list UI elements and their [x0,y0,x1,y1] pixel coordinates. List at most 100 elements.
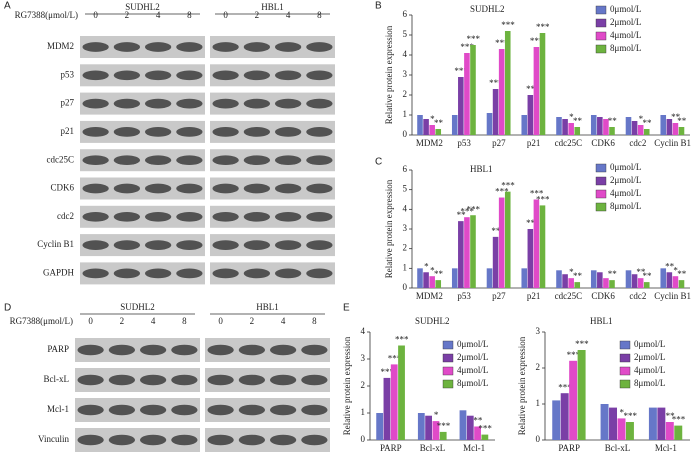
blot-band [243,211,270,222]
blot-band [243,268,270,279]
blot-background [210,205,335,228]
bar [474,426,481,440]
blot-band [207,344,234,356]
significance-label: * [619,407,624,417]
blot-band [306,183,333,194]
blot-background [80,92,205,115]
significance-label: ** [677,269,687,279]
bar [451,115,458,135]
y-tick-label: 2 [403,243,408,253]
y-tick-label: 0 [536,434,541,444]
blot-background [210,149,335,172]
blot-band [145,211,172,222]
panel-letter: A [4,1,11,12]
blot-band [82,155,109,166]
legend-swatch [595,189,607,199]
blot-band [306,268,333,279]
blot-band [108,434,135,446]
blot-band [243,127,270,137]
blot-band [108,374,135,386]
bar [423,272,429,288]
bar [597,272,603,288]
blot-band [82,211,109,222]
blot-band [145,70,172,81]
blot-band [77,404,104,416]
dose-label: 4 [281,316,286,326]
x-tick-label: CDK6 [591,138,615,148]
x-tick-label: p21 [527,291,541,301]
blot-band [306,240,333,250]
legend-swatch [595,176,607,186]
significance-label: ** [573,116,583,126]
blot-band [301,434,328,446]
bar [486,268,493,288]
significance-label: *** [460,206,474,216]
dose-label: 8 [312,316,317,326]
blot-band [140,374,167,386]
chart-title: SUDHL2 [415,316,450,326]
blot-band [212,98,239,109]
bar [376,413,384,440]
blot-band [82,268,109,279]
y-tick-label: 3 [403,69,408,79]
blot-background [210,92,335,115]
cell-line-label: HBL1 [256,302,279,312]
significance-label: ** [434,118,444,128]
blot-band [212,268,239,279]
bar [660,115,667,135]
bar [568,123,574,135]
bar [466,415,474,440]
y-tick-label: 4 [403,49,408,59]
protein-label: cdc25C [47,154,75,164]
panel-letter: B [375,1,382,12]
y-tick-label: 1 [403,109,408,119]
blot-band [275,127,302,137]
x-tick-label: p53 [457,138,471,148]
bar [429,276,435,288]
bar [539,33,546,135]
bar [552,400,561,440]
blot-band [176,211,203,222]
legend-label: 2μmol/L [610,175,641,185]
dose-label: 4 [286,10,291,20]
legend-swatch [442,366,454,376]
bar [429,125,435,135]
bar [556,117,562,135]
blot-band [301,344,328,356]
significance-label: ** [642,271,652,281]
blot-band [77,374,104,386]
dose-label: 0 [93,10,98,20]
blot-band [306,155,333,166]
legend-label: 2μmol/L [610,17,641,27]
y-tick-label: 5 [403,29,408,39]
blot-band [275,155,302,166]
protein-label: p21 [61,126,75,136]
legend-swatch [595,31,607,41]
y-axis-label: Relative protein expression [384,25,394,124]
blot-band [207,404,234,416]
blot-band [270,374,297,386]
blot-band [113,70,140,81]
legend-label: 4μmol/L [457,365,488,375]
blot-band [176,98,203,109]
blot-band [171,374,198,386]
legend-label: 8μmol/L [610,201,641,211]
legend-label: 0μmol/L [457,339,488,349]
significance-label: ** [526,84,536,94]
blot-band [82,70,109,81]
dose-label: 0 [223,10,228,20]
bar [435,280,442,288]
bar [672,276,679,288]
blot-band [301,404,328,416]
bar [617,418,626,440]
legend-swatch [619,353,631,363]
bar [609,407,617,440]
legend-label: 4μmol/L [610,188,641,198]
panel-letter: E [343,303,350,314]
dose-label: 2 [250,316,255,326]
blot-band [243,183,270,194]
x-tick-label: p27 [492,138,506,148]
bar [600,404,609,440]
dose-label: 2 [125,10,130,20]
